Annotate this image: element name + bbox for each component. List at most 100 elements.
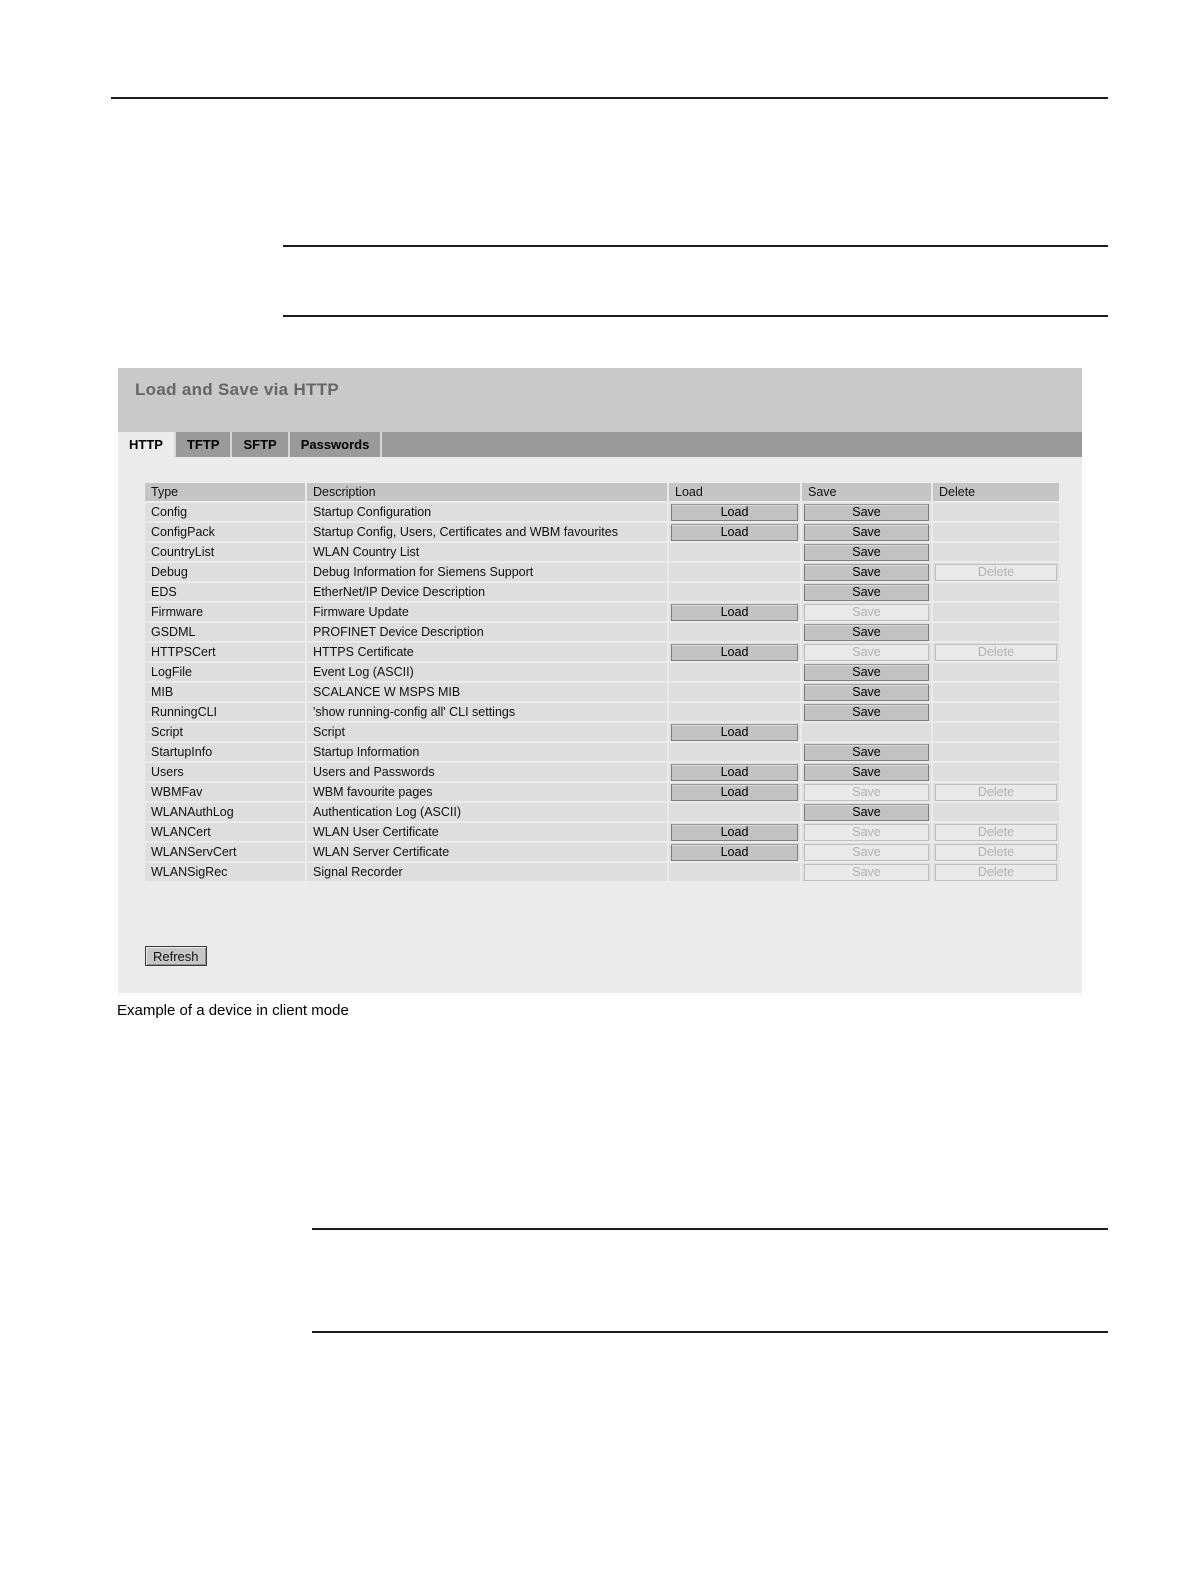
save-cell: Save [802, 743, 931, 761]
column-header-load: Load [669, 483, 800, 501]
table-row: Firmware Firmware Update Load Save [145, 603, 1059, 621]
description-cell: Event Log (ASCII) [307, 663, 667, 681]
save-button-firmware: Save [804, 603, 929, 621]
save-button-mib[interactable]: Save [804, 683, 929, 701]
type-cell: GSDML [145, 623, 305, 641]
load-button-users[interactable]: Load [671, 763, 798, 781]
panel-title-bar: Load and Save via HTTP [118, 368, 1082, 432]
description-cell: Signal Recorder [307, 863, 667, 881]
type-cell: Debug [145, 563, 305, 581]
description-cell: WLAN Country List [307, 543, 667, 561]
save-button-debug[interactable]: Save [804, 563, 929, 581]
table-row: EDS EtherNet/IP Device Description Save [145, 583, 1059, 601]
delete-cell [933, 763, 1059, 781]
page-title: Load and Save via HTTP [135, 380, 340, 399]
tab-sftp[interactable]: SFTP [232, 432, 290, 457]
type-cell: WLANSigRec [145, 863, 305, 881]
table-row: CountryList WLAN Country List Save [145, 543, 1059, 561]
table-row: Config Startup Configuration Load Save [145, 503, 1059, 521]
save-button-logfile[interactable]: Save [804, 663, 929, 681]
horizontal-rule-top [111, 97, 1108, 99]
tab-bar: HTTP TFTP SFTP Passwords [118, 432, 1082, 457]
save-button-runningcli[interactable]: Save [804, 703, 929, 721]
tab-http[interactable]: HTTP [118, 432, 176, 457]
delete-button-wbmfav: Delete [935, 783, 1057, 801]
load-cell [669, 663, 800, 681]
delete-cell [933, 663, 1059, 681]
save-cell: Save [802, 523, 931, 541]
load-button-wbmfav[interactable]: Load [671, 783, 798, 801]
description-cell: Startup Config, Users, Certificates and … [307, 523, 667, 541]
load-cell [669, 703, 800, 721]
delete-button-httpscert: Delete [935, 643, 1057, 661]
load-cell [669, 563, 800, 581]
tab-passwords[interactable]: Passwords [289, 432, 383, 457]
save-button-httpscert: Save [804, 643, 929, 661]
table-row: Users Users and Passwords Load Save [145, 763, 1059, 781]
type-cell: Users [145, 763, 305, 781]
save-cell [802, 723, 931, 741]
type-cell: WLANCert [145, 823, 305, 841]
table-header-row: Type Description Load Save Delete [145, 483, 1059, 501]
delete-cell: Delete [933, 823, 1059, 841]
save-button-config[interactable]: Save [804, 503, 929, 521]
tab-tftp[interactable]: TFTP [175, 432, 233, 457]
delete-cell [933, 803, 1059, 821]
description-cell: EtherNet/IP Device Description [307, 583, 667, 601]
load-cell: Load [669, 823, 800, 841]
refresh-button[interactable]: Refresh [145, 946, 207, 966]
table-row: StartupInfo Startup Information Save [145, 743, 1059, 761]
load-cell: Load [669, 603, 800, 621]
load-cell [669, 863, 800, 881]
load-button-wlanservcert[interactable]: Load [671, 843, 798, 861]
delete-cell [933, 603, 1059, 621]
delete-cell: Delete [933, 643, 1059, 661]
load-button-firmware[interactable]: Load [671, 603, 798, 621]
delete-cell [933, 583, 1059, 601]
delete-cell [933, 723, 1059, 741]
load-cell: Load [669, 843, 800, 861]
save-button-wbmfav: Save [804, 783, 929, 801]
load-button-httpscert[interactable]: Load [671, 643, 798, 661]
table-row: WLANCert WLAN User Certificate Load Save Del… [145, 823, 1059, 841]
load-cell [669, 683, 800, 701]
figure-caption: Example of a device in client mode [117, 1002, 349, 1019]
horizontal-rule-bottom-2 [312, 1331, 1108, 1333]
table-row: WLANAuthLog Authentication Log (ASCII) Sav… [145, 803, 1059, 821]
horizontal-rule-middle-1 [283, 245, 1108, 247]
description-cell: PROFINET Device Description [307, 623, 667, 641]
table-row: HTTPSCert HTTPS Certificate Load Save Delete [145, 643, 1059, 661]
load-button-script[interactable]: Load [671, 723, 798, 741]
table-row: MIB SCALANCE W MSPS MIB Save [145, 683, 1059, 701]
save-button-startupinfo[interactable]: Save [804, 743, 929, 761]
table-row: WBMFav WBM favourite pages Load Save Delete [145, 783, 1059, 801]
save-button-gsdml[interactable]: Save [804, 623, 929, 641]
save-cell: Save [802, 843, 931, 861]
save-cell: Save [802, 583, 931, 601]
load-button-wlancert[interactable]: Load [671, 823, 798, 841]
save-button-countrylist[interactable]: Save [804, 543, 929, 561]
table-row: LogFile Event Log (ASCII) Save [145, 663, 1059, 681]
save-button-users[interactable]: Save [804, 763, 929, 781]
load-button-config[interactable]: Load [671, 503, 798, 521]
load-cell: Load [669, 643, 800, 661]
load-cell: Load [669, 523, 800, 541]
save-cell: Save [802, 763, 931, 781]
delete-cell [933, 503, 1059, 521]
column-header-save: Save [802, 483, 931, 501]
save-cell: Save [802, 803, 931, 821]
save-button-wlanauthlog[interactable]: Save [804, 803, 929, 821]
delete-cell [933, 623, 1059, 641]
load-button-configpack[interactable]: Load [671, 523, 798, 541]
table-row: GSDML PROFINET Device Description Save [145, 623, 1059, 641]
table-row: Script Script Load [145, 723, 1059, 741]
save-cell: Save [802, 823, 931, 841]
save-button-eds[interactable]: Save [804, 583, 929, 601]
description-cell: 'show running-config all' CLI settings [307, 703, 667, 721]
load-cell [669, 743, 800, 761]
delete-cell [933, 523, 1059, 541]
type-cell: WLANAuthLog [145, 803, 305, 821]
column-header-delete: Delete [933, 483, 1059, 501]
save-button-configpack[interactable]: Save [804, 523, 929, 541]
table-row: ConfigPack Startup Config, Users, Certifi… [145, 523, 1059, 541]
